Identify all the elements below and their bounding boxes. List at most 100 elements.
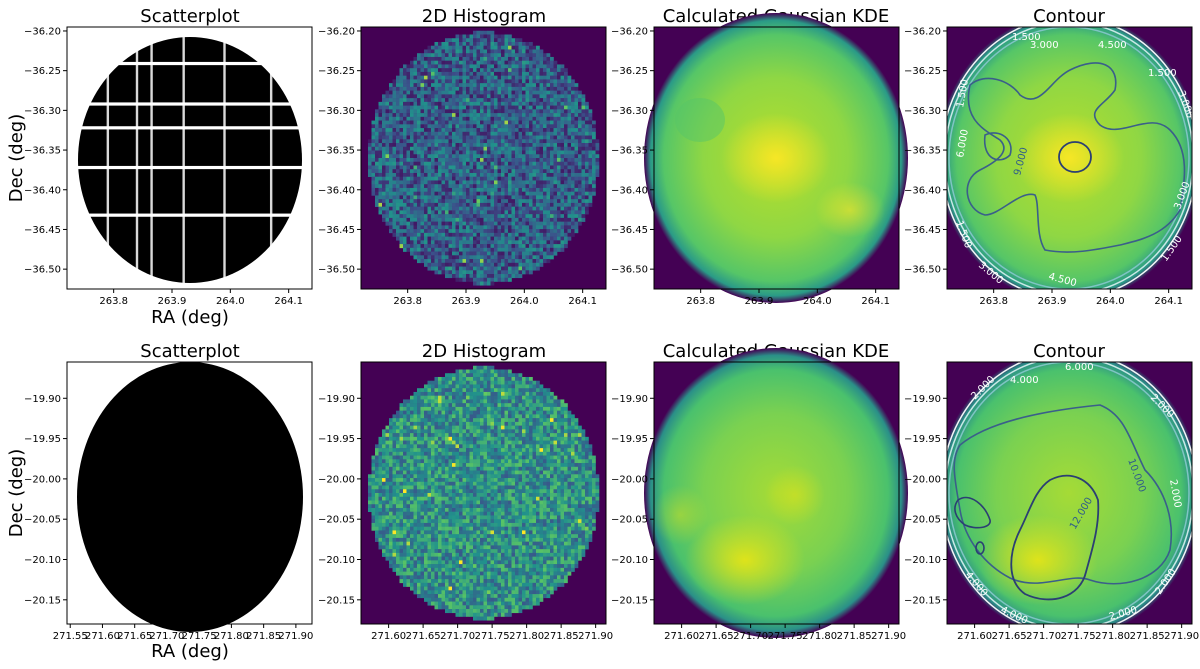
histogram-bin	[487, 143, 491, 148]
histogram-bin	[557, 158, 561, 163]
histogram-bin	[564, 154, 568, 159]
histogram-bin	[494, 247, 498, 252]
histogram-bin	[448, 202, 453, 207]
histogram-bin	[392, 463, 397, 468]
histogram-bin	[427, 131, 432, 136]
histogram-bin	[560, 90, 565, 95]
histogram-bin	[480, 244, 484, 249]
histogram-bin	[560, 232, 565, 237]
histogram-bin	[480, 109, 484, 114]
histogram-bin	[494, 34, 498, 39]
histogram-bin	[434, 582, 439, 587]
histogram-bin	[522, 240, 526, 245]
histogram-bin	[497, 247, 502, 252]
histogram-bin	[501, 255, 505, 260]
histogram-bin	[476, 120, 481, 125]
histogram-bin	[469, 161, 474, 166]
histogram-bin	[539, 124, 544, 129]
histogram-bin	[420, 60, 425, 65]
histogram-bin	[515, 165, 519, 170]
histogram-bin	[459, 429, 463, 434]
histogram-bin	[532, 240, 537, 245]
histogram-bin	[550, 131, 554, 136]
histogram-bin	[511, 232, 516, 237]
histogram-bin	[515, 176, 519, 181]
histogram-bin	[473, 30, 477, 35]
histogram-bin	[448, 433, 453, 438]
histogram-bin	[452, 421, 456, 426]
histogram-bin	[469, 135, 474, 140]
histogram-bin	[406, 176, 411, 181]
histogram-bin	[427, 266, 432, 271]
histogram-bin	[560, 191, 565, 196]
histogram-bin	[410, 109, 414, 114]
histogram-bin	[417, 440, 421, 445]
histogram-bin	[431, 594, 435, 599]
histogram-bin	[448, 388, 453, 393]
contour-label: 4.500	[1098, 40, 1127, 51]
histogram-bin	[473, 274, 477, 279]
histogram-bin	[441, 116, 446, 121]
histogram-bin	[424, 240, 428, 245]
histogram-bin	[441, 56, 446, 61]
histogram-bin	[550, 116, 554, 121]
contour-line-4500	[948, 27, 1190, 289]
histogram-bin	[431, 71, 435, 76]
histogram-bin	[567, 75, 572, 80]
histogram-bin	[497, 150, 502, 155]
histogram-bin	[462, 105, 467, 110]
histogram-bin	[497, 90, 502, 95]
histogram-bin	[378, 187, 383, 192]
histogram-bin	[385, 116, 390, 121]
histogram-bin	[518, 90, 523, 95]
histogram-bin	[459, 373, 463, 378]
histogram-bin	[378, 530, 383, 535]
histogram-bin	[497, 169, 502, 174]
histogram-bin	[420, 255, 425, 260]
histogram-bin	[417, 522, 421, 527]
histogram-bin	[529, 266, 533, 271]
histogram-bin	[480, 53, 484, 58]
histogram-bin	[501, 60, 505, 65]
histogram-bin	[543, 202, 547, 207]
histogram-bin	[515, 195, 519, 200]
histogram-bin	[564, 135, 568, 140]
histogram-bin	[525, 79, 530, 84]
histogram-bin	[557, 214, 561, 219]
histogram-bin	[385, 146, 390, 151]
histogram-bin	[508, 262, 512, 267]
histogram-bin	[473, 86, 477, 91]
histogram-bin	[550, 101, 554, 106]
histogram-bin	[462, 71, 467, 76]
histogram-bin	[480, 98, 484, 103]
histogram-bin	[494, 277, 498, 282]
histogram-bin	[445, 567, 449, 572]
histogram-bin	[529, 116, 533, 121]
histogram-bin	[410, 217, 414, 222]
histogram-bin	[522, 202, 526, 207]
histogram-bin	[382, 541, 386, 546]
histogram-bin	[431, 515, 435, 520]
histogram-bin	[410, 120, 414, 125]
histogram-bin	[515, 229, 519, 234]
histogram-bin	[459, 564, 463, 569]
histogram-bin	[469, 49, 474, 54]
histogram-bin	[420, 139, 425, 144]
histogram-bin	[399, 549, 404, 554]
histogram-bin	[431, 214, 435, 219]
histogram-bin	[529, 202, 533, 207]
x-tick-label: 264.0	[803, 296, 832, 307]
histogram-bin	[574, 158, 579, 163]
histogram-bin	[550, 217, 554, 222]
histogram-bin	[389, 504, 393, 509]
histogram-bin	[399, 515, 404, 520]
histogram-bin	[525, 259, 530, 264]
histogram-bin	[438, 217, 442, 222]
histogram-bin	[529, 229, 533, 234]
histogram-bin	[403, 511, 407, 516]
histogram-bin	[585, 158, 589, 163]
histogram-bin	[389, 489, 393, 494]
histogram-bin	[536, 75, 540, 80]
histogram-bin	[410, 406, 414, 411]
histogram-bin	[550, 240, 554, 245]
